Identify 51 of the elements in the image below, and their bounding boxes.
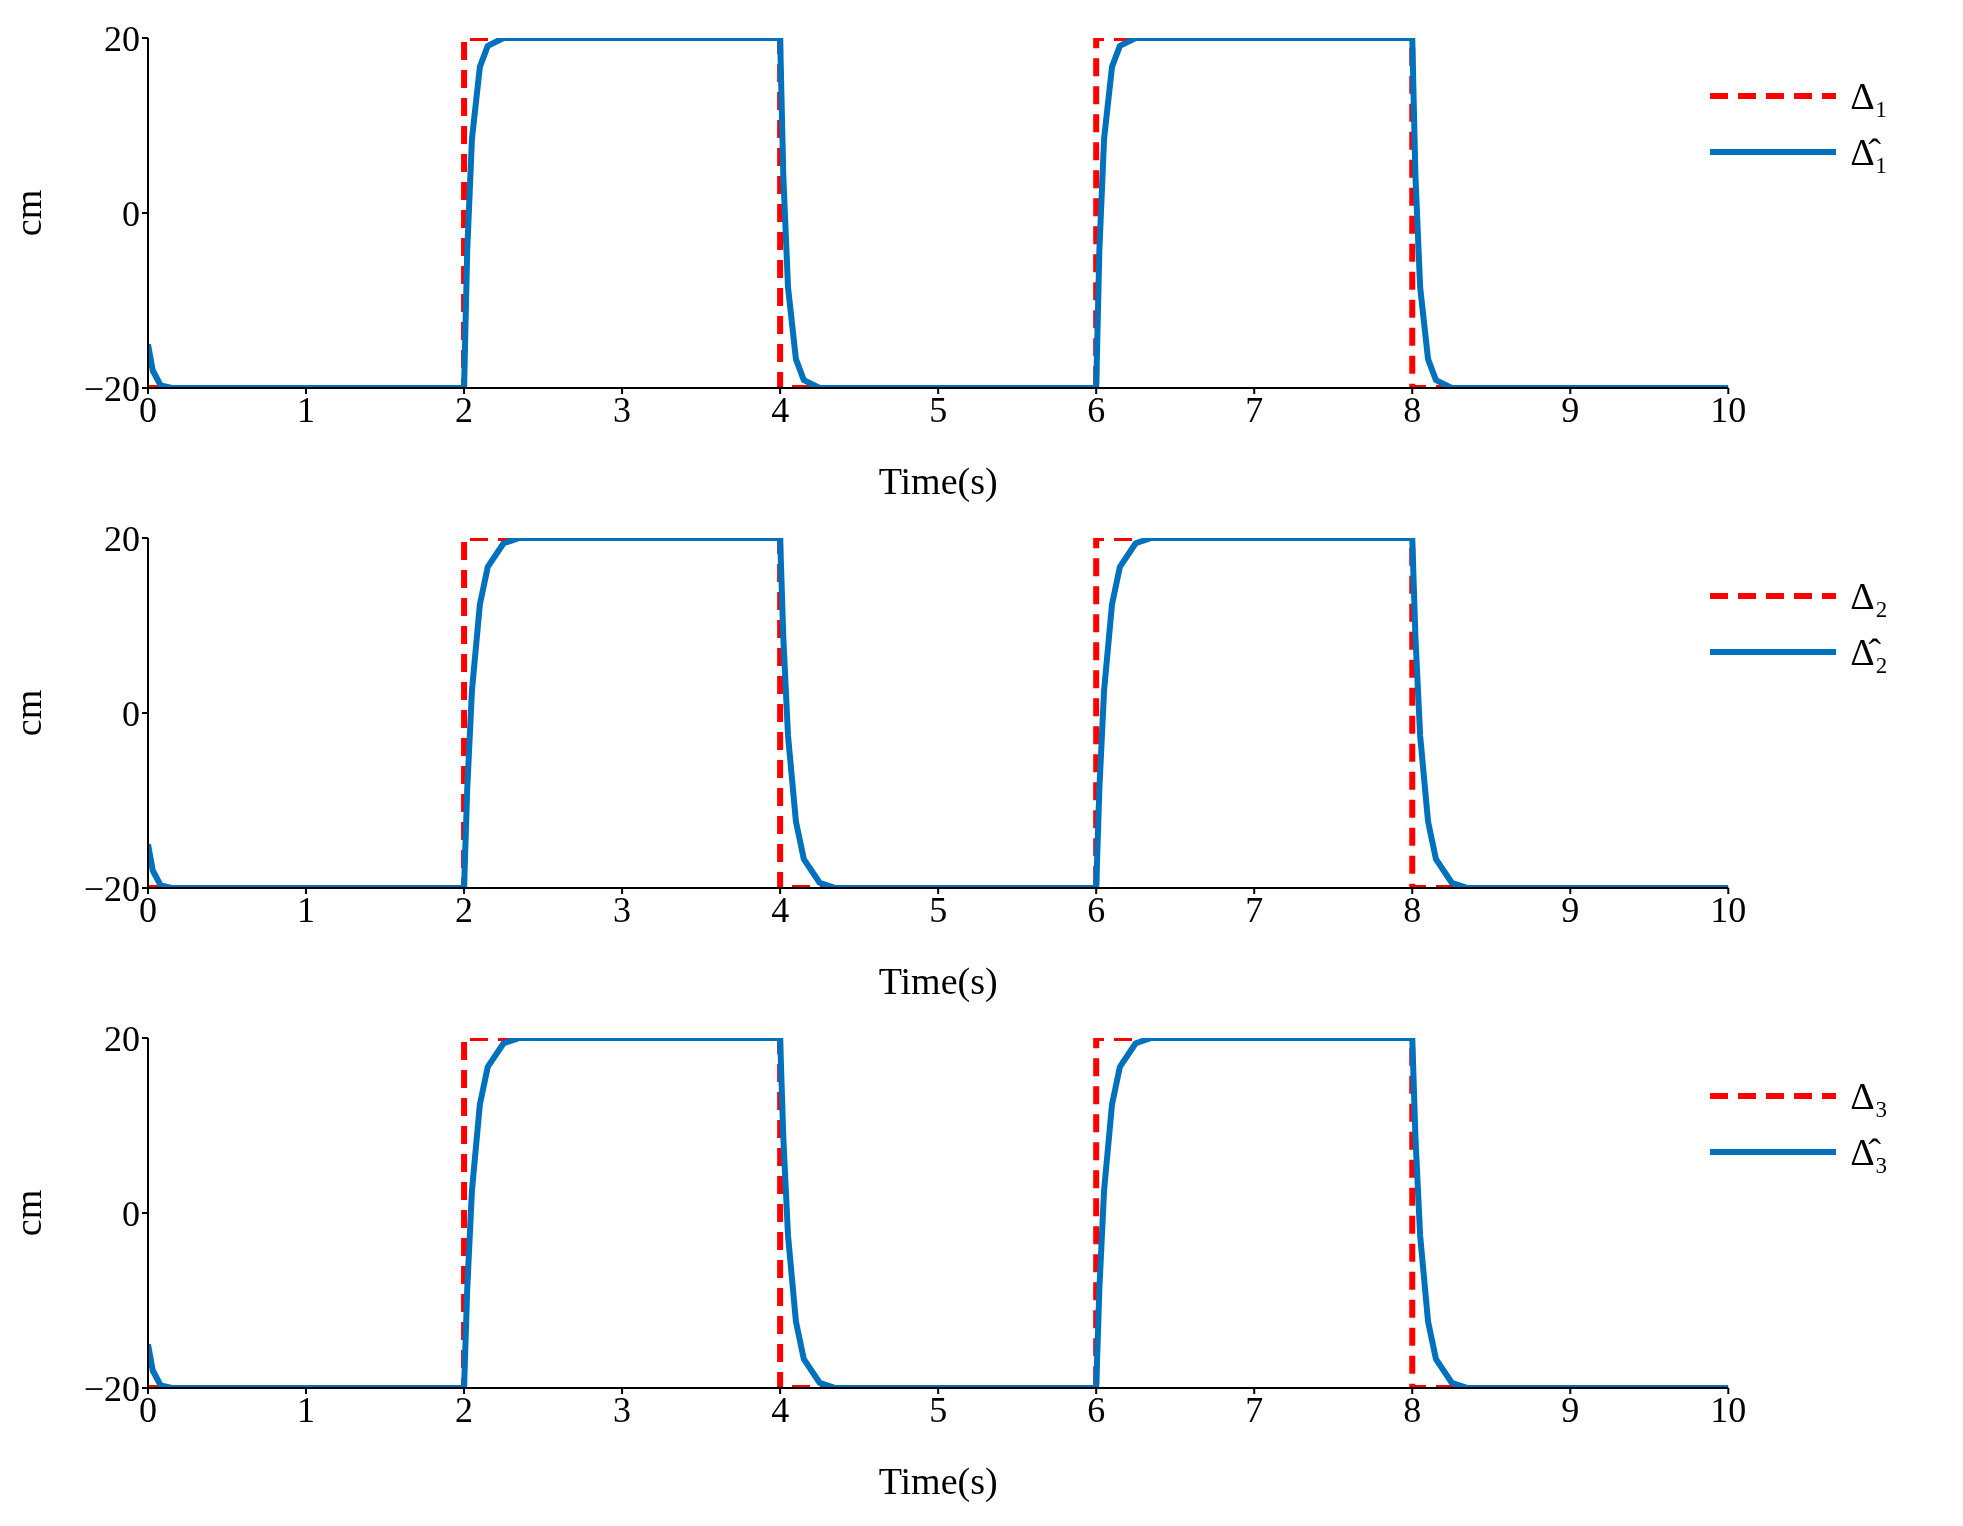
x-tick-label: 3 [613,1389,632,1430]
x-tick-label: 8 [1403,1389,1422,1430]
x-tick-label: 6 [1087,1389,1106,1430]
y-tick-label: −20 [83,368,140,409]
x-tick-label: 5 [929,889,948,930]
x-tick-label: 8 [1403,389,1422,430]
x-tick-label: 9 [1561,889,1580,930]
x-tick-label: 1 [297,889,316,930]
y-tick-label: 20 [104,18,140,59]
x-tick-label: 3 [613,889,632,930]
x-tick-label: 9 [1561,1389,1580,1430]
x-tick-label: 5 [929,1389,948,1430]
x-tick-label: 8 [1403,889,1422,930]
y-tick-label: 20 [104,1018,140,1059]
y-axis-title: cm [7,1189,50,1237]
legend-label: Δ̂₂ [1850,630,1888,674]
x-tick-label: 5 [929,389,948,430]
y-axis-title: cm [7,189,50,237]
legend-label: Δ₃ [1850,1074,1888,1118]
legend-label: Δ₂ [1850,574,1888,618]
y-tick-label: 20 [104,518,140,559]
x-tick-label: 10 [1710,1389,1747,1430]
x-axis-title: Time(s) [878,960,998,1003]
x-tick-label: 7 [1245,1389,1264,1430]
legend-label: Δ̂₁ [1850,130,1888,174]
legend-label: Δ̂₃ [1850,1130,1888,1174]
x-axis-title: Time(s) [878,1460,998,1503]
x-tick-label: 2 [455,389,474,430]
y-tick-label: 0 [122,193,140,234]
y-tick-label: 0 [122,693,140,734]
y-axis-title: cm [7,689,50,737]
x-tick-label: 4 [771,889,790,930]
x-tick-label: 4 [771,389,790,430]
x-tick-label: 4 [771,1389,790,1430]
legend-label: Δ₁ [1850,74,1888,118]
x-tick-label: 6 [1087,389,1106,430]
x-tick-label: 7 [1245,389,1264,430]
x-tick-label: 1 [297,1389,316,1430]
x-tick-label: 2 [455,1389,474,1430]
x-tick-label: 9 [1561,389,1580,430]
x-tick-label: 7 [1245,889,1264,930]
x-tick-label: 1 [297,389,316,430]
y-tick-label: −20 [83,1368,140,1409]
y-tick-label: −20 [83,868,140,909]
x-tick-label: 3 [613,389,632,430]
x-tick-label: 10 [1710,389,1747,430]
y-tick-label: 0 [122,1193,140,1234]
x-axis-title: Time(s) [878,460,998,503]
x-tick-label: 6 [1087,889,1106,930]
x-tick-label: 10 [1710,889,1747,930]
x-tick-label: 2 [455,889,474,930]
